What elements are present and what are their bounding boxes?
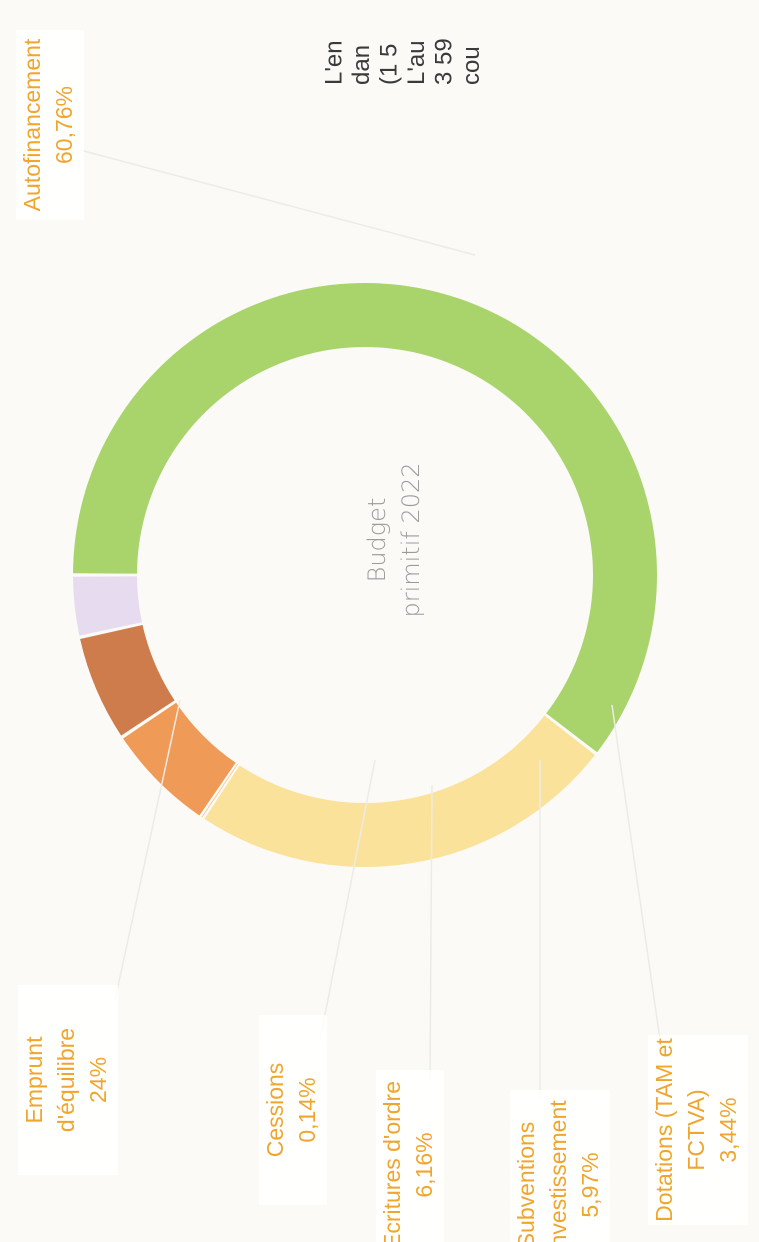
category-label: Autofinancement (19, 38, 45, 211)
value-label: 5,97% (577, 1152, 603, 1217)
center-text: Budget (363, 498, 391, 583)
leader-line (79, 149, 476, 256)
side-text: L'en (320, 40, 347, 85)
category-label: Dotations (TAM et (651, 1038, 677, 1222)
side-text: (1 5 (375, 44, 402, 85)
label-box (510, 1090, 610, 1242)
category-label: Emprunt (21, 1036, 47, 1124)
leader-line (429, 784, 433, 1081)
value-label: 6,16% (411, 1132, 437, 1197)
label-box (16, 30, 84, 220)
value-label: 0,14% (294, 1077, 320, 1142)
donut-segment (201, 763, 238, 818)
donut-segment (73, 282, 658, 753)
donut-segment (123, 702, 236, 816)
leader-line (319, 759, 376, 1041)
leader-line (611, 704, 661, 1041)
side-text: 3 59 (430, 38, 457, 85)
side-text: cou (458, 46, 485, 85)
label-box (259, 1015, 327, 1205)
value-label: 24% (85, 1057, 111, 1103)
category-label: Subventions (513, 1122, 539, 1242)
category-label: d'équilibre (53, 1028, 79, 1132)
center-text: primitif 2022 (397, 462, 425, 617)
category-label: Ecritures d'ordre (379, 1081, 405, 1242)
label-box (376, 1070, 444, 1242)
side-text: L'au (403, 40, 430, 85)
side-text: dan (348, 45, 375, 85)
value-label: 3,44% (715, 1097, 741, 1162)
donut-segment (204, 715, 595, 867)
category-label: Cessions (262, 1063, 288, 1158)
donut-segment (80, 625, 175, 736)
category-label: FCTVA) (683, 1089, 709, 1170)
donut-segment (73, 576, 142, 636)
label-box (18, 985, 118, 1175)
category-label: d'investissement (545, 1100, 571, 1242)
leader-line (114, 699, 181, 1001)
value-label: 60,76% (51, 86, 77, 164)
label-box (648, 1035, 748, 1225)
